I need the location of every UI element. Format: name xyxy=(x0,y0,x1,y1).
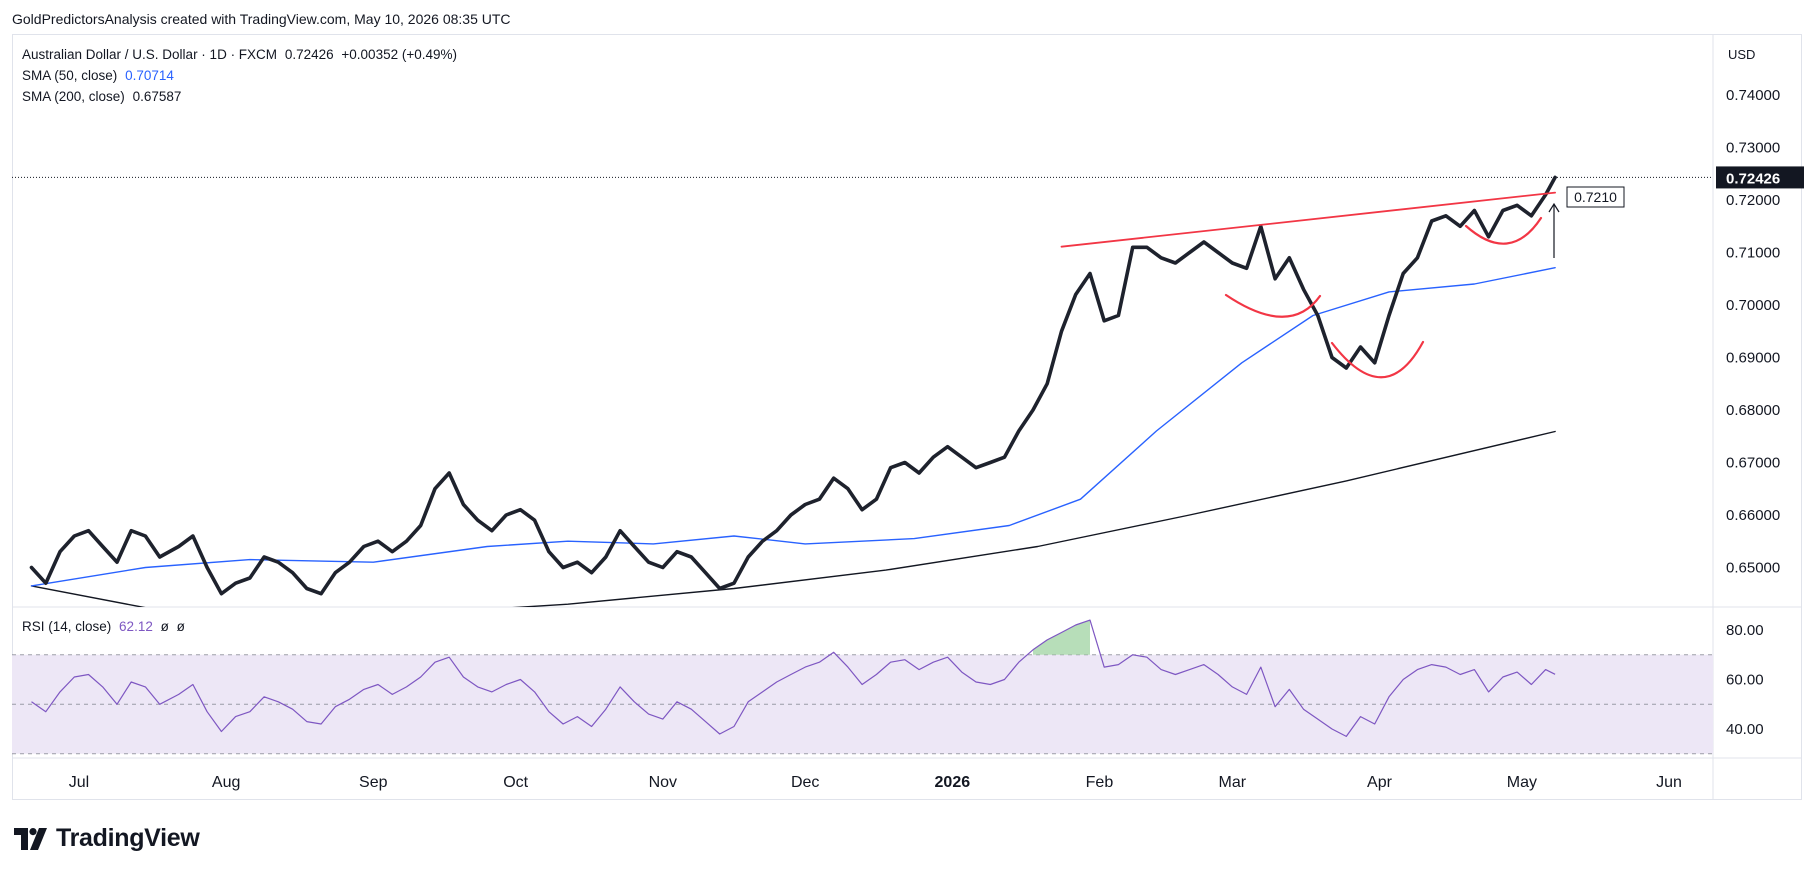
price-tick-label: 0.68000 xyxy=(1726,402,1780,419)
time-tick-label: 2026 xyxy=(935,774,971,791)
pattern-arc-1 xyxy=(1224,293,1322,318)
annotation-value: 0.7210 xyxy=(1574,189,1617,205)
rsi-value: 62.12 xyxy=(119,619,153,634)
time-tick-label: Nov xyxy=(649,774,677,791)
time-tick-label: Sep xyxy=(359,774,388,791)
time-tick-label: Jul xyxy=(69,774,89,791)
price-tick-label: 0.71000 xyxy=(1726,245,1780,262)
price-tick-label: 0.67000 xyxy=(1726,455,1780,472)
rsi-overbought-fill-2 xyxy=(1033,620,1090,655)
price-line xyxy=(29,175,1557,596)
time-tick-label: Dec xyxy=(791,774,819,791)
pattern-arc-3 xyxy=(1464,216,1543,245)
last-price-value: 0.72426 xyxy=(284,47,334,62)
sma200-line xyxy=(30,430,1556,607)
rsi-tick-label: 60.00 xyxy=(1726,672,1764,689)
tradingview-logo[interactable]: TradingView xyxy=(14,824,200,853)
price-tick-label: 0.66000 xyxy=(1726,507,1780,524)
price-tick-label: 0.74000 xyxy=(1726,87,1780,104)
price-tick-label: 0.69000 xyxy=(1726,350,1780,367)
symbol-label[interactable]: Australian Dollar / U.S. Dollar · 1D · F… xyxy=(22,47,278,62)
chart-legend: Australian Dollar / U.S. Dollar · 1D · F… xyxy=(22,44,457,107)
annotation-arrow-head xyxy=(1548,202,1560,213)
time-tick-label: May xyxy=(1507,774,1537,791)
annotation-box xyxy=(1566,186,1625,208)
sma50-label[interactable]: SMA (50, close) xyxy=(22,68,118,83)
time-tick-label: Oct xyxy=(503,774,528,791)
price-tick-label: 0.73000 xyxy=(1726,140,1780,157)
price-tick-label: 0.72000 xyxy=(1726,192,1780,209)
sma200-label[interactable]: SMA (200, close) xyxy=(22,89,125,104)
rsi-extra-2: ø xyxy=(176,619,185,634)
time-tick-label: Mar xyxy=(1219,774,1247,791)
tradingview-wordmark: TradingView xyxy=(56,824,200,852)
chart-credit: GoldPredictorsAnalysis created with Trad… xyxy=(12,11,511,27)
tradingview-logo-icon xyxy=(14,827,47,850)
sma50-line xyxy=(30,267,1556,587)
rsi-extra-1: ø xyxy=(160,619,169,634)
sma50-value: 0.70714 xyxy=(125,68,174,83)
price-tick-label: 0.70000 xyxy=(1726,297,1780,314)
time-tick-label: Feb xyxy=(1086,774,1114,791)
rsi-legend: RSI (14, close) 62.12 ø ø xyxy=(22,619,185,634)
price-change-value: +0.00352 (+0.49%) xyxy=(341,47,457,62)
time-tick-label: Aug xyxy=(212,774,240,791)
pattern-arc-2 xyxy=(1330,340,1425,379)
time-tick-label: Apr xyxy=(1367,774,1393,791)
time-tick-label: Jun xyxy=(1656,774,1682,791)
rsi-tick-label: 40.00 xyxy=(1726,721,1764,738)
rsi-label[interactable]: RSI (14, close) xyxy=(22,619,112,634)
currency-label[interactable]: USD xyxy=(1728,47,1755,62)
rsi-tick-label: 80.00 xyxy=(1726,622,1764,639)
rsi-line xyxy=(31,619,1556,738)
sma200-value: 0.67587 xyxy=(132,89,182,104)
trendline xyxy=(1060,191,1556,248)
last-price-tag xyxy=(1716,166,1804,189)
price-tick-label: 0.65000 xyxy=(1726,560,1780,577)
chart-frame xyxy=(12,34,1802,800)
last-price-tag-value: 0.72426 xyxy=(1726,170,1780,187)
